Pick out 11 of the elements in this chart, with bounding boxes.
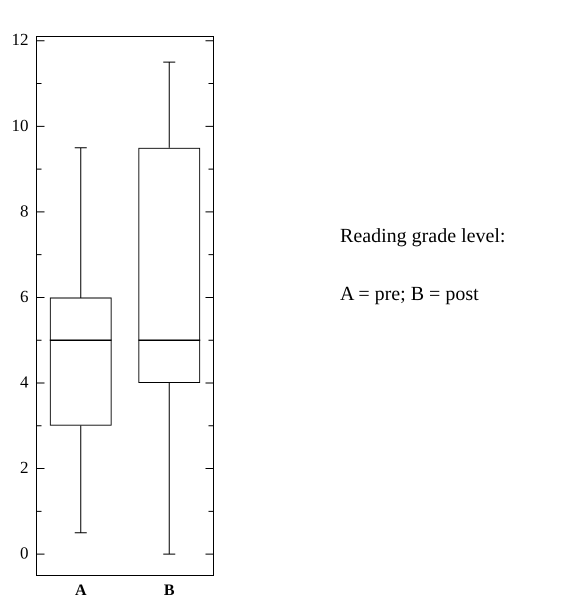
y-tick-label: 6 xyxy=(20,286,28,306)
y-tick-label: 4 xyxy=(20,372,29,392)
y-tick-label: 0 xyxy=(20,544,28,563)
x-tick-label: B xyxy=(164,582,175,600)
x-tick-label: A xyxy=(74,582,87,600)
y-tick-label: 2 xyxy=(20,458,28,478)
y-tick-label: 8 xyxy=(20,201,28,220)
y-tick-label: 12 xyxy=(12,30,28,50)
text: A = pre; B = post xyxy=(340,282,480,307)
text: Reading grade level: xyxy=(340,224,506,249)
y-tick-label: 10 xyxy=(12,116,28,135)
